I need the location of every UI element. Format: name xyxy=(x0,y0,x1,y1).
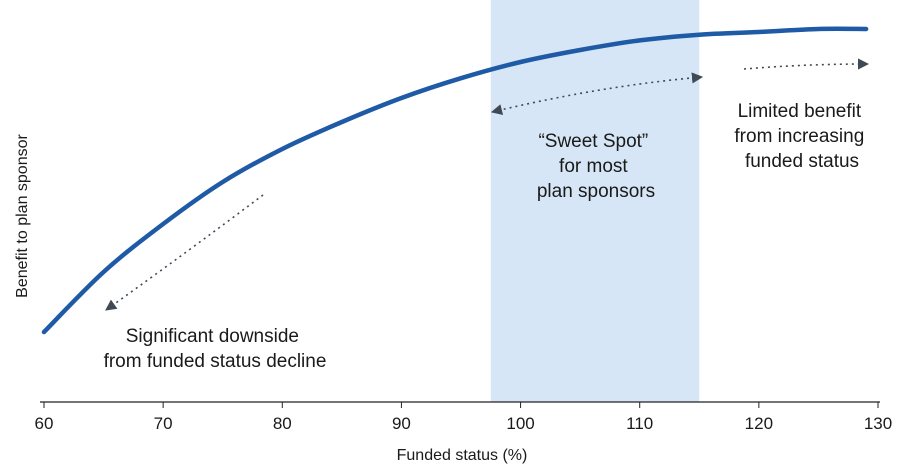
x-tick-label: 70 xyxy=(154,414,173,433)
x-tick-label: 100 xyxy=(506,414,534,433)
sweet-spot-region xyxy=(490,0,700,402)
x-tick-label: 60 xyxy=(35,414,54,433)
benefit-curve xyxy=(41,26,869,335)
annotation-limited-benefit: Limited benefit from increasing funded s… xyxy=(734,101,869,172)
annotation-sweet-spot: “Sweet Spot” for most plan sponsors xyxy=(537,131,655,202)
x-axis-title: Funded status (%) xyxy=(397,447,528,464)
y-axis-title: Benefit to plan sponsor xyxy=(14,134,31,298)
annotation-downside: Significant downside from funded status … xyxy=(104,326,327,372)
sweet-spot-arrow xyxy=(490,72,704,116)
x-tick-label: 130 xyxy=(864,414,892,433)
x-tick-label: 110 xyxy=(626,414,653,433)
x-tick-label: 80 xyxy=(273,414,292,433)
x-tick-label: 90 xyxy=(392,414,411,433)
x-tick-label: 120 xyxy=(745,414,773,433)
limited-benefit-arrow xyxy=(743,58,870,70)
